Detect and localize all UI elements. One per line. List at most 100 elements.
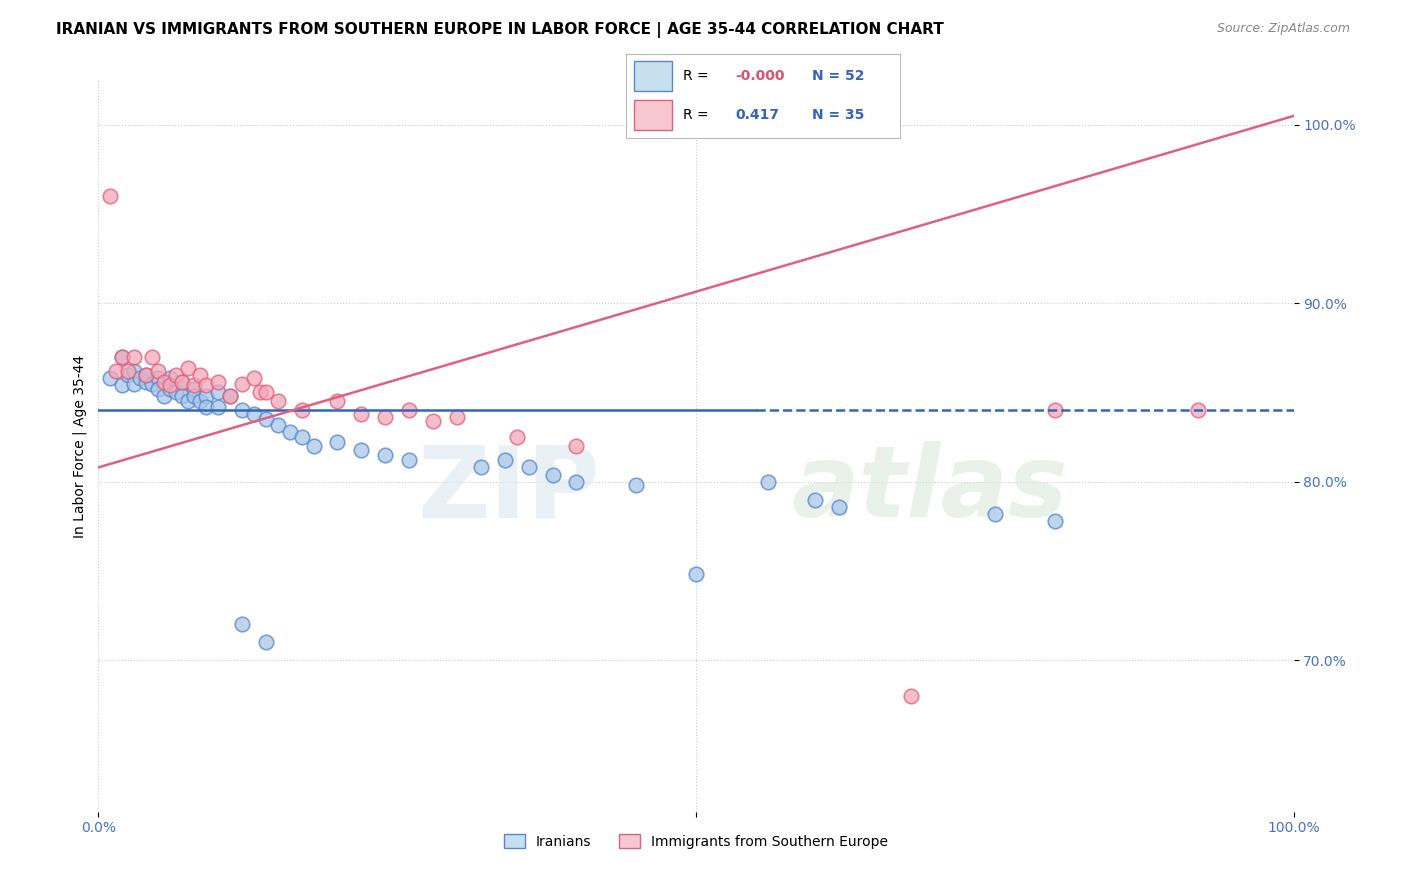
Point [195, 389, 218, 403]
Point [541, 467, 564, 482]
Point [141, 350, 163, 364]
Point [350, 442, 373, 457]
Point [326, 394, 349, 409]
Point [153, 389, 176, 403]
Point [565, 475, 588, 489]
Point [172, 375, 194, 389]
Point [153, 375, 176, 389]
Point [243, 371, 266, 385]
Point [494, 453, 516, 467]
Point [219, 389, 242, 403]
Bar [634, 62, 672, 91]
Point [111, 350, 134, 364]
Point [207, 375, 229, 389]
Text: N = 52: N = 52 [813, 69, 865, 83]
Point [506, 430, 529, 444]
Text: R =: R = [683, 69, 709, 83]
Point [254, 635, 277, 649]
Point [231, 376, 253, 391]
Point [1187, 403, 1209, 417]
Point [470, 460, 492, 475]
Point [188, 394, 211, 409]
Point [177, 360, 200, 375]
Point [326, 435, 349, 450]
Point [900, 689, 922, 703]
Point [165, 368, 187, 382]
Point [159, 371, 181, 385]
Point [124, 376, 146, 391]
Point [278, 425, 301, 439]
Point [685, 567, 707, 582]
Point [172, 389, 194, 403]
Point [517, 460, 540, 475]
Point [249, 385, 271, 400]
Point [756, 475, 779, 489]
Text: -0.000: -0.000 [735, 69, 785, 83]
Point [291, 403, 314, 417]
Point [207, 400, 229, 414]
Text: ZIP: ZIP [418, 442, 600, 539]
Point [1043, 514, 1066, 528]
Point [302, 439, 325, 453]
Point [159, 378, 181, 392]
Point [195, 400, 218, 414]
Point [804, 492, 827, 507]
Point [124, 364, 146, 378]
Point [219, 389, 242, 403]
Point [183, 389, 205, 403]
Point [141, 376, 163, 391]
Point [828, 500, 851, 514]
Point [135, 368, 157, 382]
Point [398, 403, 420, 417]
Point [267, 417, 290, 432]
Point [207, 385, 229, 400]
Text: atlas: atlas [792, 442, 1069, 539]
Point [254, 412, 277, 426]
Point [117, 364, 139, 378]
Point [135, 368, 157, 382]
Y-axis label: In Labor Force | Age 35-44: In Labor Force | Age 35-44 [73, 354, 87, 538]
Text: Source: ZipAtlas.com: Source: ZipAtlas.com [1216, 22, 1350, 36]
Point [188, 368, 211, 382]
Point [422, 414, 444, 428]
Point [124, 350, 146, 364]
Bar [634, 100, 672, 130]
Point [183, 382, 205, 396]
Point [111, 378, 134, 392]
Point [195, 378, 218, 392]
Text: 0.417: 0.417 [735, 108, 779, 121]
Point [446, 410, 468, 425]
Point [350, 407, 373, 421]
Point [374, 410, 396, 425]
Point [177, 394, 200, 409]
Point [148, 371, 170, 385]
Point [1043, 403, 1066, 417]
Point [626, 478, 648, 492]
Point [374, 448, 396, 462]
Point [105, 364, 128, 378]
Point [111, 350, 134, 364]
Legend: Iranians, Immigrants from Southern Europe: Iranians, Immigrants from Southern Europ… [496, 827, 896, 856]
Point [148, 382, 170, 396]
Text: R =: R = [683, 108, 709, 121]
Point [117, 368, 139, 382]
Text: IRANIAN VS IMMIGRANTS FROM SOUTHERN EUROPE IN LABOR FORCE | AGE 35-44 CORRELATIO: IRANIAN VS IMMIGRANTS FROM SOUTHERN EURO… [56, 22, 943, 38]
Point [172, 375, 194, 389]
Point [291, 430, 314, 444]
Text: N = 35: N = 35 [813, 108, 865, 121]
Point [98, 189, 122, 203]
Point [159, 382, 181, 396]
Point [565, 439, 588, 453]
Point [98, 371, 122, 385]
Point [243, 407, 266, 421]
Point [231, 403, 253, 417]
Point [267, 394, 290, 409]
Point [135, 375, 157, 389]
Point [254, 385, 277, 400]
Point [231, 617, 253, 632]
Point [129, 371, 152, 385]
Point [183, 378, 205, 392]
Point [984, 507, 1007, 521]
Point [165, 385, 187, 400]
Point [148, 364, 170, 378]
